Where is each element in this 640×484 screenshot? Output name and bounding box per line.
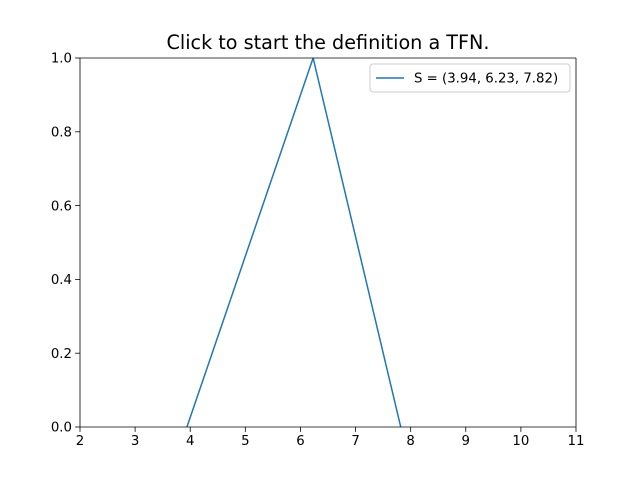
y-tick-label: 0.2 (51, 347, 72, 362)
x-tick-label: 5 (241, 434, 249, 449)
x-tick-label: 8 (406, 434, 414, 449)
y-tick-label: 1.0 (51, 52, 72, 67)
chart-title: Click to start the definition a TFN. (166, 31, 489, 54)
axes: 2 3 4 5 6 7 8 9 10 11 0.0 0.2 0.4 0.6 0.8 1.0 (51, 52, 585, 449)
plot-area[interactable] (80, 58, 576, 427)
legend-box (369, 63, 571, 93)
x-tick-label: 4 (186, 434, 194, 449)
y-tick-label: 0.0 (51, 421, 72, 436)
plot-background (80, 58, 576, 427)
x-tick-label: 10 (512, 434, 529, 449)
series-line-0[interactable] (186, 58, 402, 427)
y-tick-label: 0.4 (51, 273, 72, 288)
legend-label: S = (3.94, 6.23, 7.82) (414, 72, 558, 87)
y-tick-label: 0.6 (51, 199, 72, 214)
y-tick-label: 0.8 (51, 126, 72, 141)
x-tick-label: 7 (351, 434, 359, 449)
x-tick-label: 3 (131, 434, 139, 449)
x-tick-label: 6 (296, 434, 304, 449)
x-tick-label: 9 (462, 434, 470, 449)
x-tick-label: 11 (568, 434, 585, 449)
legend: S = (3.94, 6.23, 7.82) (369, 63, 571, 93)
x-tick-label: 2 (76, 434, 84, 449)
